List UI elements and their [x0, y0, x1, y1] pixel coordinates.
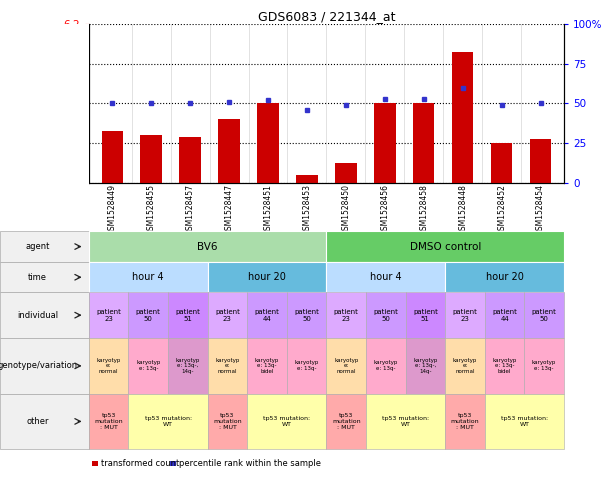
Bar [102, 131, 123, 183]
Bar [140, 135, 162, 183]
Bar [335, 163, 357, 183]
Text: patient
44: patient 44 [492, 309, 517, 322]
Text: tp53
mutation
: MUT: tp53 mutation : MUT [94, 413, 123, 430]
Title: GDS6083 / 221344_at: GDS6083 / 221344_at [257, 10, 395, 23]
Text: DMSO control: DMSO control [409, 242, 481, 252]
Text: patient
50: patient 50 [294, 309, 319, 322]
Text: patient
50: patient 50 [531, 309, 557, 322]
Text: patient
23: patient 23 [96, 309, 121, 322]
Bar [218, 119, 240, 183]
Text: patient
23: patient 23 [452, 309, 478, 322]
Text: tp53
mutation
: MUT: tp53 mutation : MUT [332, 413, 360, 430]
Text: patient
51: patient 51 [413, 309, 438, 322]
Text: patient
50: patient 50 [136, 309, 161, 322]
Bar [452, 52, 473, 183]
Text: karyotyp
e: 13q-: karyotyp e: 13q- [373, 360, 398, 371]
Bar [491, 143, 512, 183]
Text: tp53 mutation:
WT: tp53 mutation: WT [382, 416, 429, 427]
Text: karyotyp
e: 13q-: karyotyp e: 13q- [136, 360, 161, 371]
Text: karyotyp
e:
normal: karyotyp e: normal [453, 357, 477, 374]
Text: time: time [28, 273, 47, 282]
Text: tp53 mutation:
WT: tp53 mutation: WT [145, 416, 192, 427]
Text: hour 4: hour 4 [132, 272, 164, 282]
Bar [530, 139, 551, 183]
Bar [374, 103, 395, 183]
Text: karyotyp
e:
normal: karyotyp e: normal [215, 357, 240, 374]
Text: tp53
mutation
: MUT: tp53 mutation : MUT [213, 413, 242, 430]
Text: patient
23: patient 23 [334, 309, 359, 322]
Text: karyotyp
e: 13q-,
14q-: karyotyp e: 13q-, 14q- [176, 357, 200, 374]
Text: other: other [26, 417, 48, 426]
Bar [413, 103, 435, 183]
Text: karyotyp
e: 13q-,
14q-: karyotyp e: 13q-, 14q- [413, 357, 438, 374]
Text: hour 4: hour 4 [370, 272, 402, 282]
Text: patient
23: patient 23 [215, 309, 240, 322]
Text: hour 20: hour 20 [485, 272, 524, 282]
Text: individual: individual [17, 311, 58, 320]
Text: transformed count: transformed count [101, 459, 179, 468]
Bar [296, 175, 318, 183]
Bar [180, 137, 201, 183]
Text: tp53
mutation
: MUT: tp53 mutation : MUT [451, 413, 479, 430]
Text: genotype/variation: genotype/variation [0, 361, 77, 370]
Bar [257, 103, 279, 183]
Text: patient
50: patient 50 [373, 309, 398, 322]
Text: agent: agent [25, 242, 50, 251]
Text: tp53 mutation:
WT: tp53 mutation: WT [263, 416, 310, 427]
Text: hour 20: hour 20 [248, 272, 286, 282]
Text: patient
44: patient 44 [254, 309, 280, 322]
Text: karyotyp
e:
normal: karyotyp e: normal [334, 357, 359, 374]
Text: karyotyp
e:
normal: karyotyp e: normal [96, 357, 121, 374]
Text: karyotyp
e: 13q-
bidel: karyotyp e: 13q- bidel [255, 357, 280, 374]
Text: karyotyp
e: 13q-: karyotyp e: 13q- [532, 360, 557, 371]
Text: tp53 mutation:
WT: tp53 mutation: WT [501, 416, 548, 427]
Text: BV6: BV6 [197, 242, 218, 252]
Text: karyotyp
e: 13q-: karyotyp e: 13q- [294, 360, 319, 371]
Text: karyotyp
e: 13q-
bidel: karyotyp e: 13q- bidel [492, 357, 517, 374]
Text: patient
51: patient 51 [175, 309, 200, 322]
Text: percentile rank within the sample: percentile rank within the sample [179, 459, 321, 468]
